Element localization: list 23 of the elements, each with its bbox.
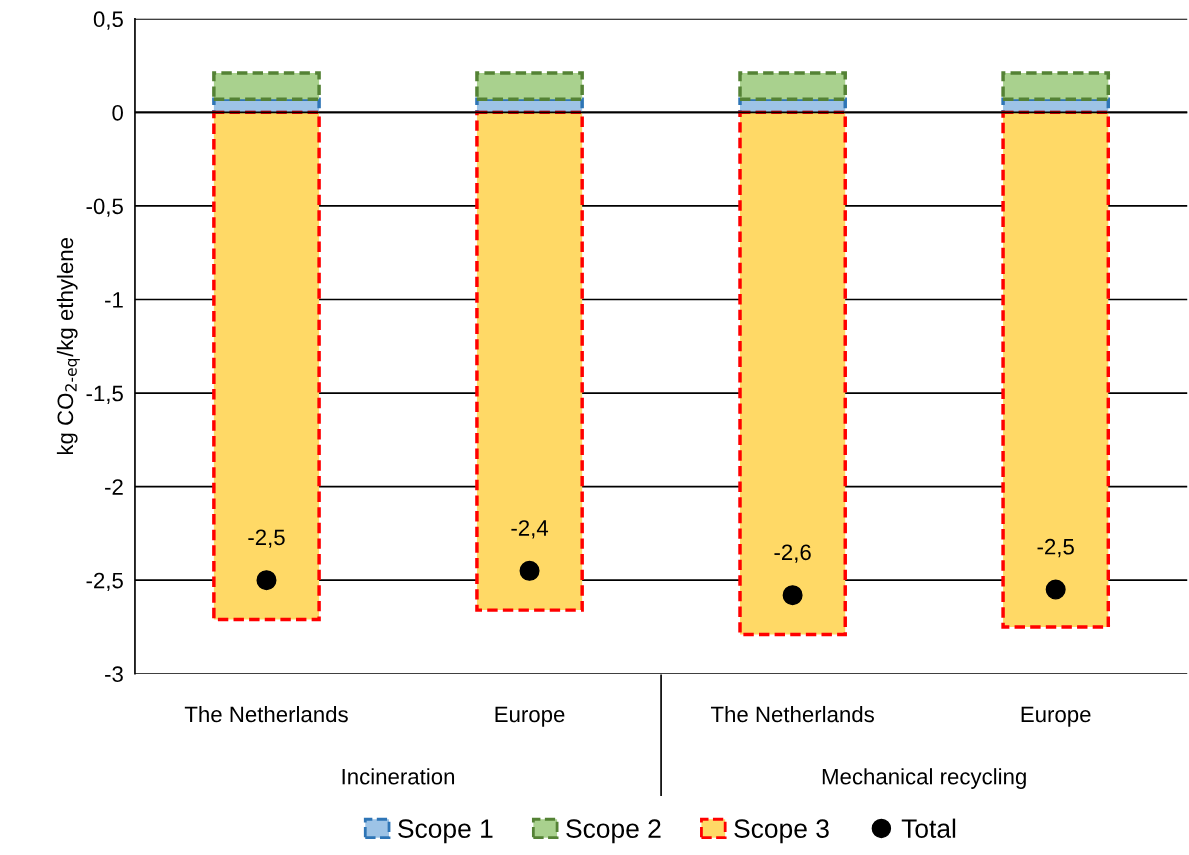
x-tick-label: Europe: [495, 706, 565, 727]
text: Mechanical recycling: [822, 768, 1026, 789]
y-tick-label: -2: [105, 479, 123, 495]
data-label: -2,4: [511, 520, 549, 539]
data-label: -2,5: [1037, 538, 1074, 558]
y-tick-label: -1: [105, 292, 123, 308]
x-tick-label: Europe: [1021, 706, 1091, 727]
y-tick-label: -1,5: [86, 385, 123, 404]
text: Incineration: [342, 768, 455, 785]
y-tick-label: -3: [105, 666, 123, 683]
legend-label: Scope 1: [398, 819, 493, 844]
y-tick-label: 0: [112, 104, 123, 121]
legend-label: Total: [901, 818, 956, 838]
data-label: -2,6: [774, 544, 811, 563]
legend-label: Scope 3: [734, 819, 829, 844]
x-tick-label: The Netherlands: [710, 705, 874, 723]
y-tick-label: -0,5: [86, 198, 123, 217]
data-label: -2,5: [248, 529, 285, 548]
y-tick-label: -2,5: [86, 572, 123, 592]
y-tick-label: 0,5: [93, 11, 123, 30]
y-axis-title: kg CO$_{2-eq}$/kg ethylene: [56, 238, 80, 455]
x-tick-label: The Netherlands: [184, 705, 348, 723]
legend-label: Scope 2: [566, 819, 661, 844]
